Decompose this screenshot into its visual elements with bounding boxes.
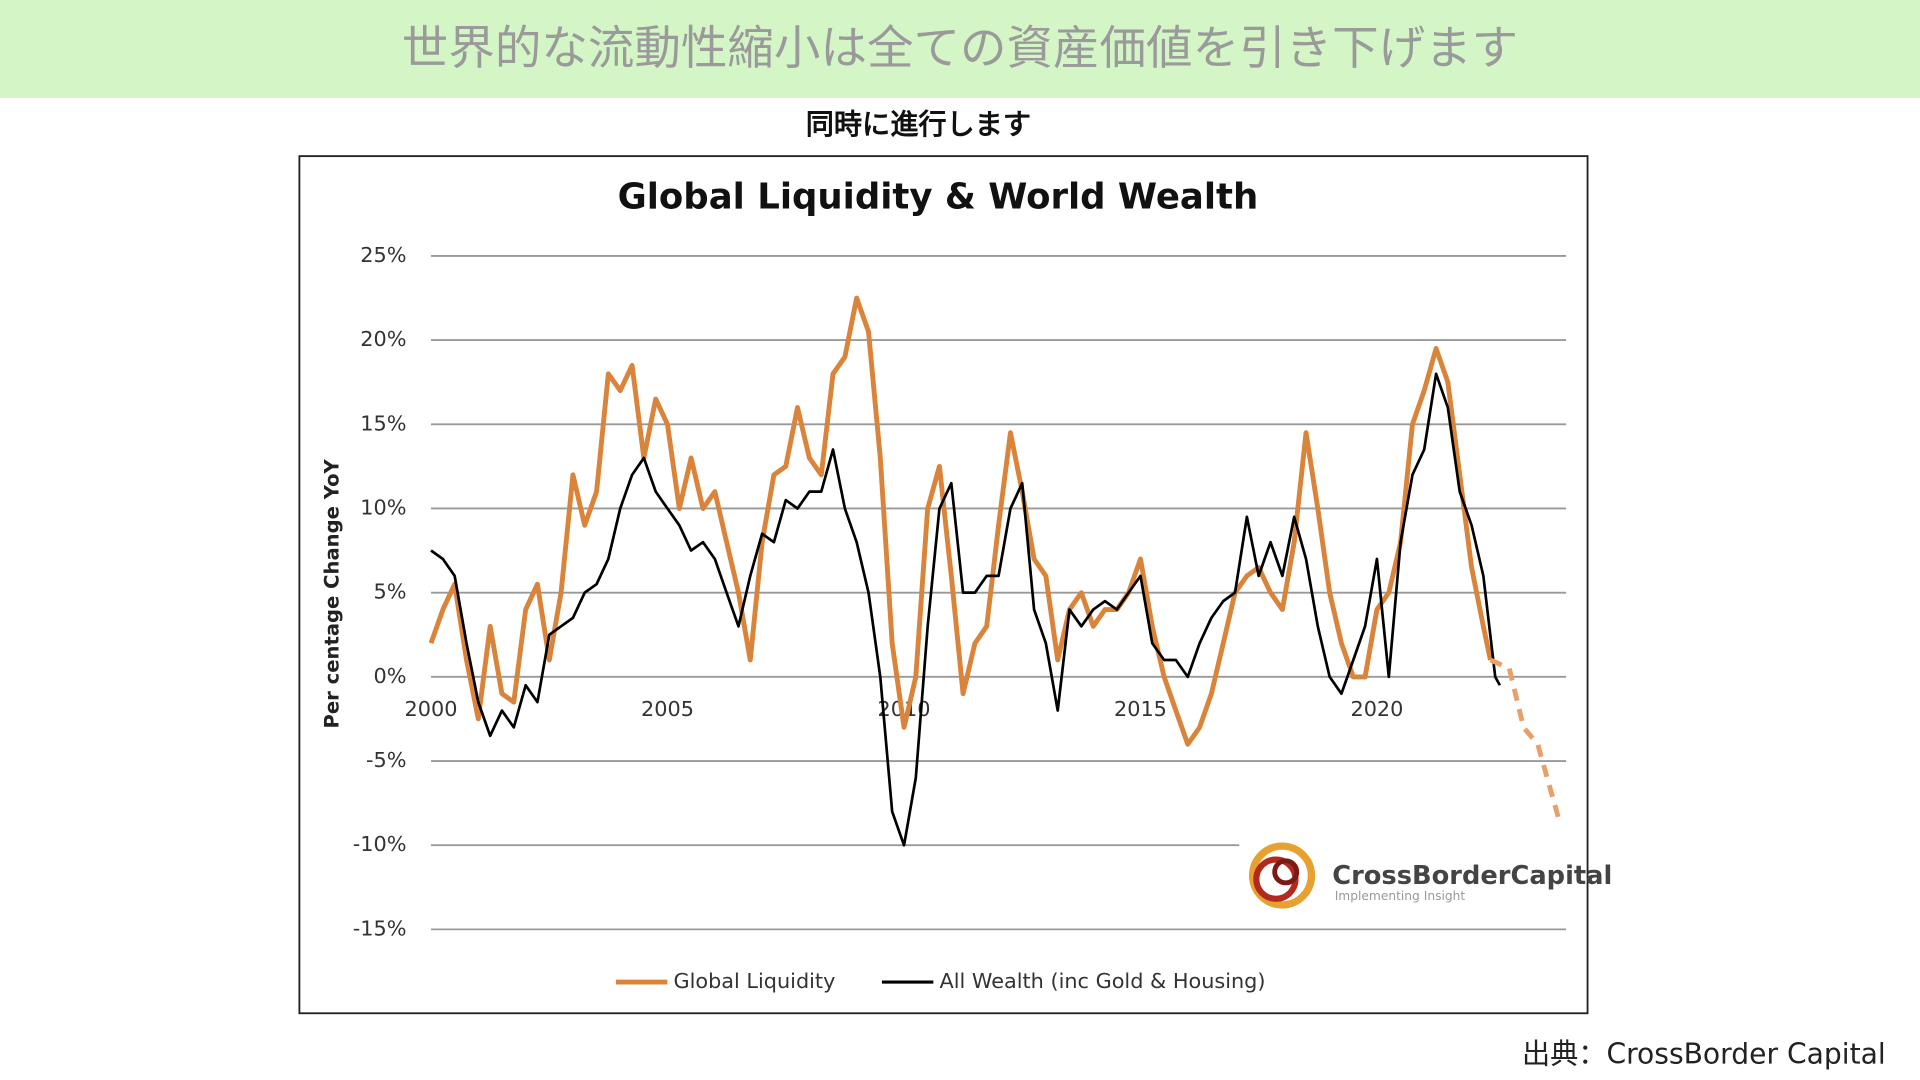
- slide-title: 世界的な流動性縮小は全ての資産価値を引き下げます: [402, 21, 1518, 75]
- slide-subtitle: 同時に進行します: [806, 108, 1031, 141]
- y-tick-label: -10%: [353, 832, 407, 856]
- x-tick-label: 2010: [878, 697, 931, 721]
- y-tick-label: 25%: [360, 243, 406, 267]
- y-tick-label: -15%: [353, 916, 407, 940]
- series-line: [1489, 657, 1562, 821]
- legend-item: Global Liquidity: [615, 969, 835, 993]
- logo: CrossBorderCapital Implementing Insight: [1239, 827, 1612, 919]
- logo-tagline: Implementing Insight: [1335, 889, 1466, 903]
- x-tick-label: 2000: [405, 697, 458, 721]
- y-tick-label: 10%: [360, 495, 406, 519]
- y-tick-label: 0%: [374, 664, 407, 688]
- y-tick-label: -5%: [366, 748, 407, 772]
- source: 出典：CrossBorder Capital: [1522, 1038, 1886, 1071]
- plot-area: -15% -10% -5% 0% 5% 10% 15% 20% 25% 2000 2005 2010 2…: [353, 243, 1567, 993]
- legend-item: All Wealth (inc Gold & Housing): [881, 969, 1266, 993]
- y-tick-label: 5%: [374, 580, 407, 604]
- y-axis-label: Per centage Change YoY: [321, 458, 344, 728]
- x-tick-label: 2020: [1350, 697, 1403, 721]
- legend-label: All Wealth (inc Gold & Housing): [939, 969, 1265, 993]
- chart-title: Global Liquidity & World Wealth: [618, 176, 1259, 217]
- logo-ring: [1248, 842, 1316, 909]
- y-tick-label: 20%: [360, 327, 406, 351]
- y-tick-label: 15%: [360, 411, 406, 435]
- x-tick-label: 2005: [641, 697, 694, 721]
- legend-label: Global Liquidity: [673, 969, 835, 993]
- logo-name: CrossBorderCapital: [1332, 861, 1612, 891]
- series-line: [428, 295, 1493, 747]
- title-banner: [0, 0, 1920, 98]
- x-tick-label: 2015: [1114, 697, 1167, 721]
- logo-ring: [1272, 858, 1300, 886]
- series-line: [430, 372, 1502, 847]
